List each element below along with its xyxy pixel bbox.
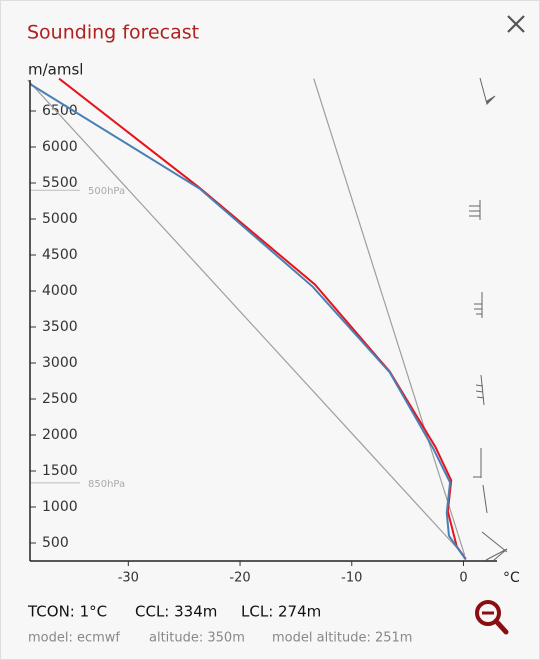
x-tick-label: -20	[229, 571, 250, 586]
model-info: altitude: 350m	[149, 631, 245, 646]
y-tick-label: 2000	[42, 427, 78, 443]
model-info: model: ecmwf	[28, 631, 120, 646]
stat: LCL: 274m	[241, 603, 321, 621]
model-info: model altitude: 251m	[272, 631, 412, 646]
series-line	[29, 83, 467, 561]
y-tick-label: 1000	[42, 499, 78, 515]
stat: TCON: 1°C	[27, 603, 107, 621]
y-tick-label: 3500	[42, 319, 78, 335]
series-line	[313, 78, 466, 556]
title: Sounding forecast	[27, 22, 199, 44]
y-tick-label: 4000	[42, 283, 78, 299]
close-button[interactable]	[507, 15, 525, 33]
y-tick-label: 500	[42, 535, 69, 551]
y-tick-label: 5000	[42, 211, 78, 227]
y-tick-label: 2500	[42, 391, 78, 407]
y-tick-label: 3000	[42, 355, 78, 371]
x-tick-label: -30	[118, 571, 139, 586]
pressure-label: 850hPa	[88, 479, 125, 490]
pressure-label: 500hPa	[88, 186, 125, 197]
wind-barbs	[469, 77, 508, 561]
series-line	[27, 79, 464, 556]
series-line	[58, 77, 467, 560]
zoom-out-button[interactable]	[475, 600, 509, 635]
y-tick-label: 1500	[42, 463, 78, 479]
y-tick-label: 4500	[42, 247, 78, 263]
stat: CCL: 334m	[135, 603, 217, 621]
x-axis-unit: °C	[503, 570, 520, 586]
y-tick-label: 6000	[42, 139, 78, 155]
x-tick-label: 0	[459, 571, 467, 586]
plot: 500 1000 1500 2000 2500 3000 3500 4000 4500 5000 5…	[27, 61, 520, 586]
y-axis-label: m/amsl	[28, 61, 83, 79]
x-tick-label: -10	[341, 571, 362, 586]
y-tick-label: 5500	[42, 175, 78, 191]
series-group	[27, 77, 467, 561]
